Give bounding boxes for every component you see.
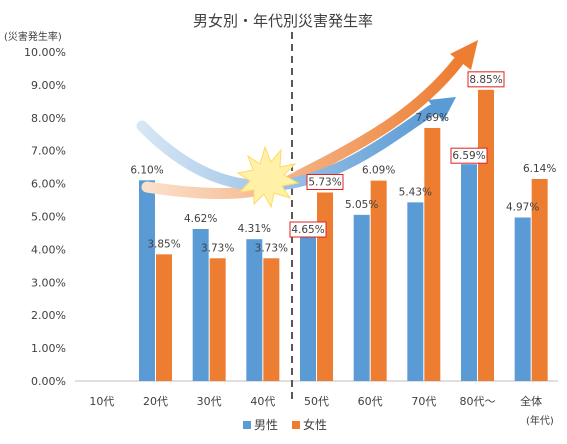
data-label-male: 4.31% (238, 223, 271, 235)
bar-male (246, 239, 263, 381)
y-tick-labels: 0.00% 1.00% 2.00% 3.00% 4.00% 5.00% 6.00% 7.00%… (24, 46, 66, 388)
category-label: 80代～ (460, 395, 496, 408)
category-label: 50代 (304, 395, 329, 408)
y-tick-label: 9.00% (31, 79, 66, 92)
category-label: 全体 (520, 394, 542, 408)
y-tick-label: 4.00% (31, 243, 66, 256)
bar-female (263, 258, 280, 381)
y-tick-label: 10.00% (24, 46, 66, 59)
category-label: 70代 (411, 395, 436, 408)
data-label-box (289, 221, 327, 238)
bar-male (192, 229, 209, 381)
data-label-female: 3.85% (147, 238, 180, 250)
bar-male (353, 214, 370, 381)
data-label-female: 6.09% (362, 165, 395, 177)
data-label-female: 5.73% (308, 176, 341, 188)
bar-female (424, 127, 441, 382)
bar-male (139, 180, 155, 381)
bar-male (514, 217, 531, 381)
data-label-male: 5.05% (345, 199, 378, 211)
legend-swatch-male (243, 421, 251, 429)
y-tick-label: 2.00% (31, 309, 66, 322)
bar-male (300, 228, 316, 381)
y-tick-label: 6.00% (31, 178, 66, 191)
data-label-box (306, 173, 344, 190)
legend-swatch-female (292, 421, 300, 429)
male-arrow-head (428, 97, 456, 122)
data-label-male: 6.10% (130, 164, 163, 176)
category-label: 40代 (250, 395, 275, 408)
data-label-male: 4.65% (291, 224, 324, 236)
y-tick-label: 7.00% (31, 145, 66, 158)
female-trend-arrow (141, 56, 464, 200)
x-axis-label: (年代) (526, 414, 554, 427)
y-tick-label: 3.00% (31, 276, 66, 289)
bar-female (478, 89, 494, 382)
data-label-male: 5.43% (399, 186, 432, 198)
data-label-box (450, 147, 488, 164)
y-tick-label: 1.00% (31, 342, 66, 355)
data-labels: 6.10% 4.62% 4.31% 4.65% 5.05% 5.43% 6.59% 4.97%… (130, 71, 556, 254)
bars (139, 89, 548, 382)
bar-female (156, 254, 172, 381)
legend: 男性 女性 (243, 417, 327, 432)
female-arrow-head (450, 40, 478, 70)
category-label: 60代 (358, 395, 383, 408)
data-label-male: 4.97% (506, 201, 539, 213)
category-label: 30代 (197, 395, 222, 408)
bar-male (461, 164, 477, 381)
bar-female (317, 192, 333, 381)
bar-female (370, 180, 387, 381)
category-label: 20代 (143, 395, 168, 408)
data-label-female: 8.85% (469, 74, 502, 86)
chart-title: 男女別・年代別災害発生率 (193, 12, 373, 30)
intersection-burst-icon (236, 145, 300, 209)
y-tick-label: 8.00% (31, 112, 66, 125)
bar-female (209, 258, 226, 381)
data-label-box (467, 71, 505, 88)
category-labels: 10代 20代 30代 40代 50代 60代 70代 80代～ 全体 (89, 394, 542, 408)
bar-female (531, 178, 548, 381)
y-tick-label: 0.00% (31, 375, 66, 388)
data-label-male: 6.59% (452, 150, 485, 162)
data-label-female: 3.73% (201, 242, 234, 254)
legend-label-male: 男性 (254, 418, 278, 432)
data-label-female: 7.69% (416, 112, 449, 124)
legend-label-female: 女性 (303, 417, 327, 432)
bar-male (407, 202, 424, 381)
data-label-male: 4.62% (184, 213, 217, 225)
y-tick-label: 5.00% (31, 211, 66, 224)
data-label-female: 3.73% (255, 242, 288, 254)
data-label-female: 6.14% (523, 163, 556, 175)
category-label: 10代 (89, 395, 114, 408)
y-axis-label: (災害発生率) (4, 30, 62, 43)
